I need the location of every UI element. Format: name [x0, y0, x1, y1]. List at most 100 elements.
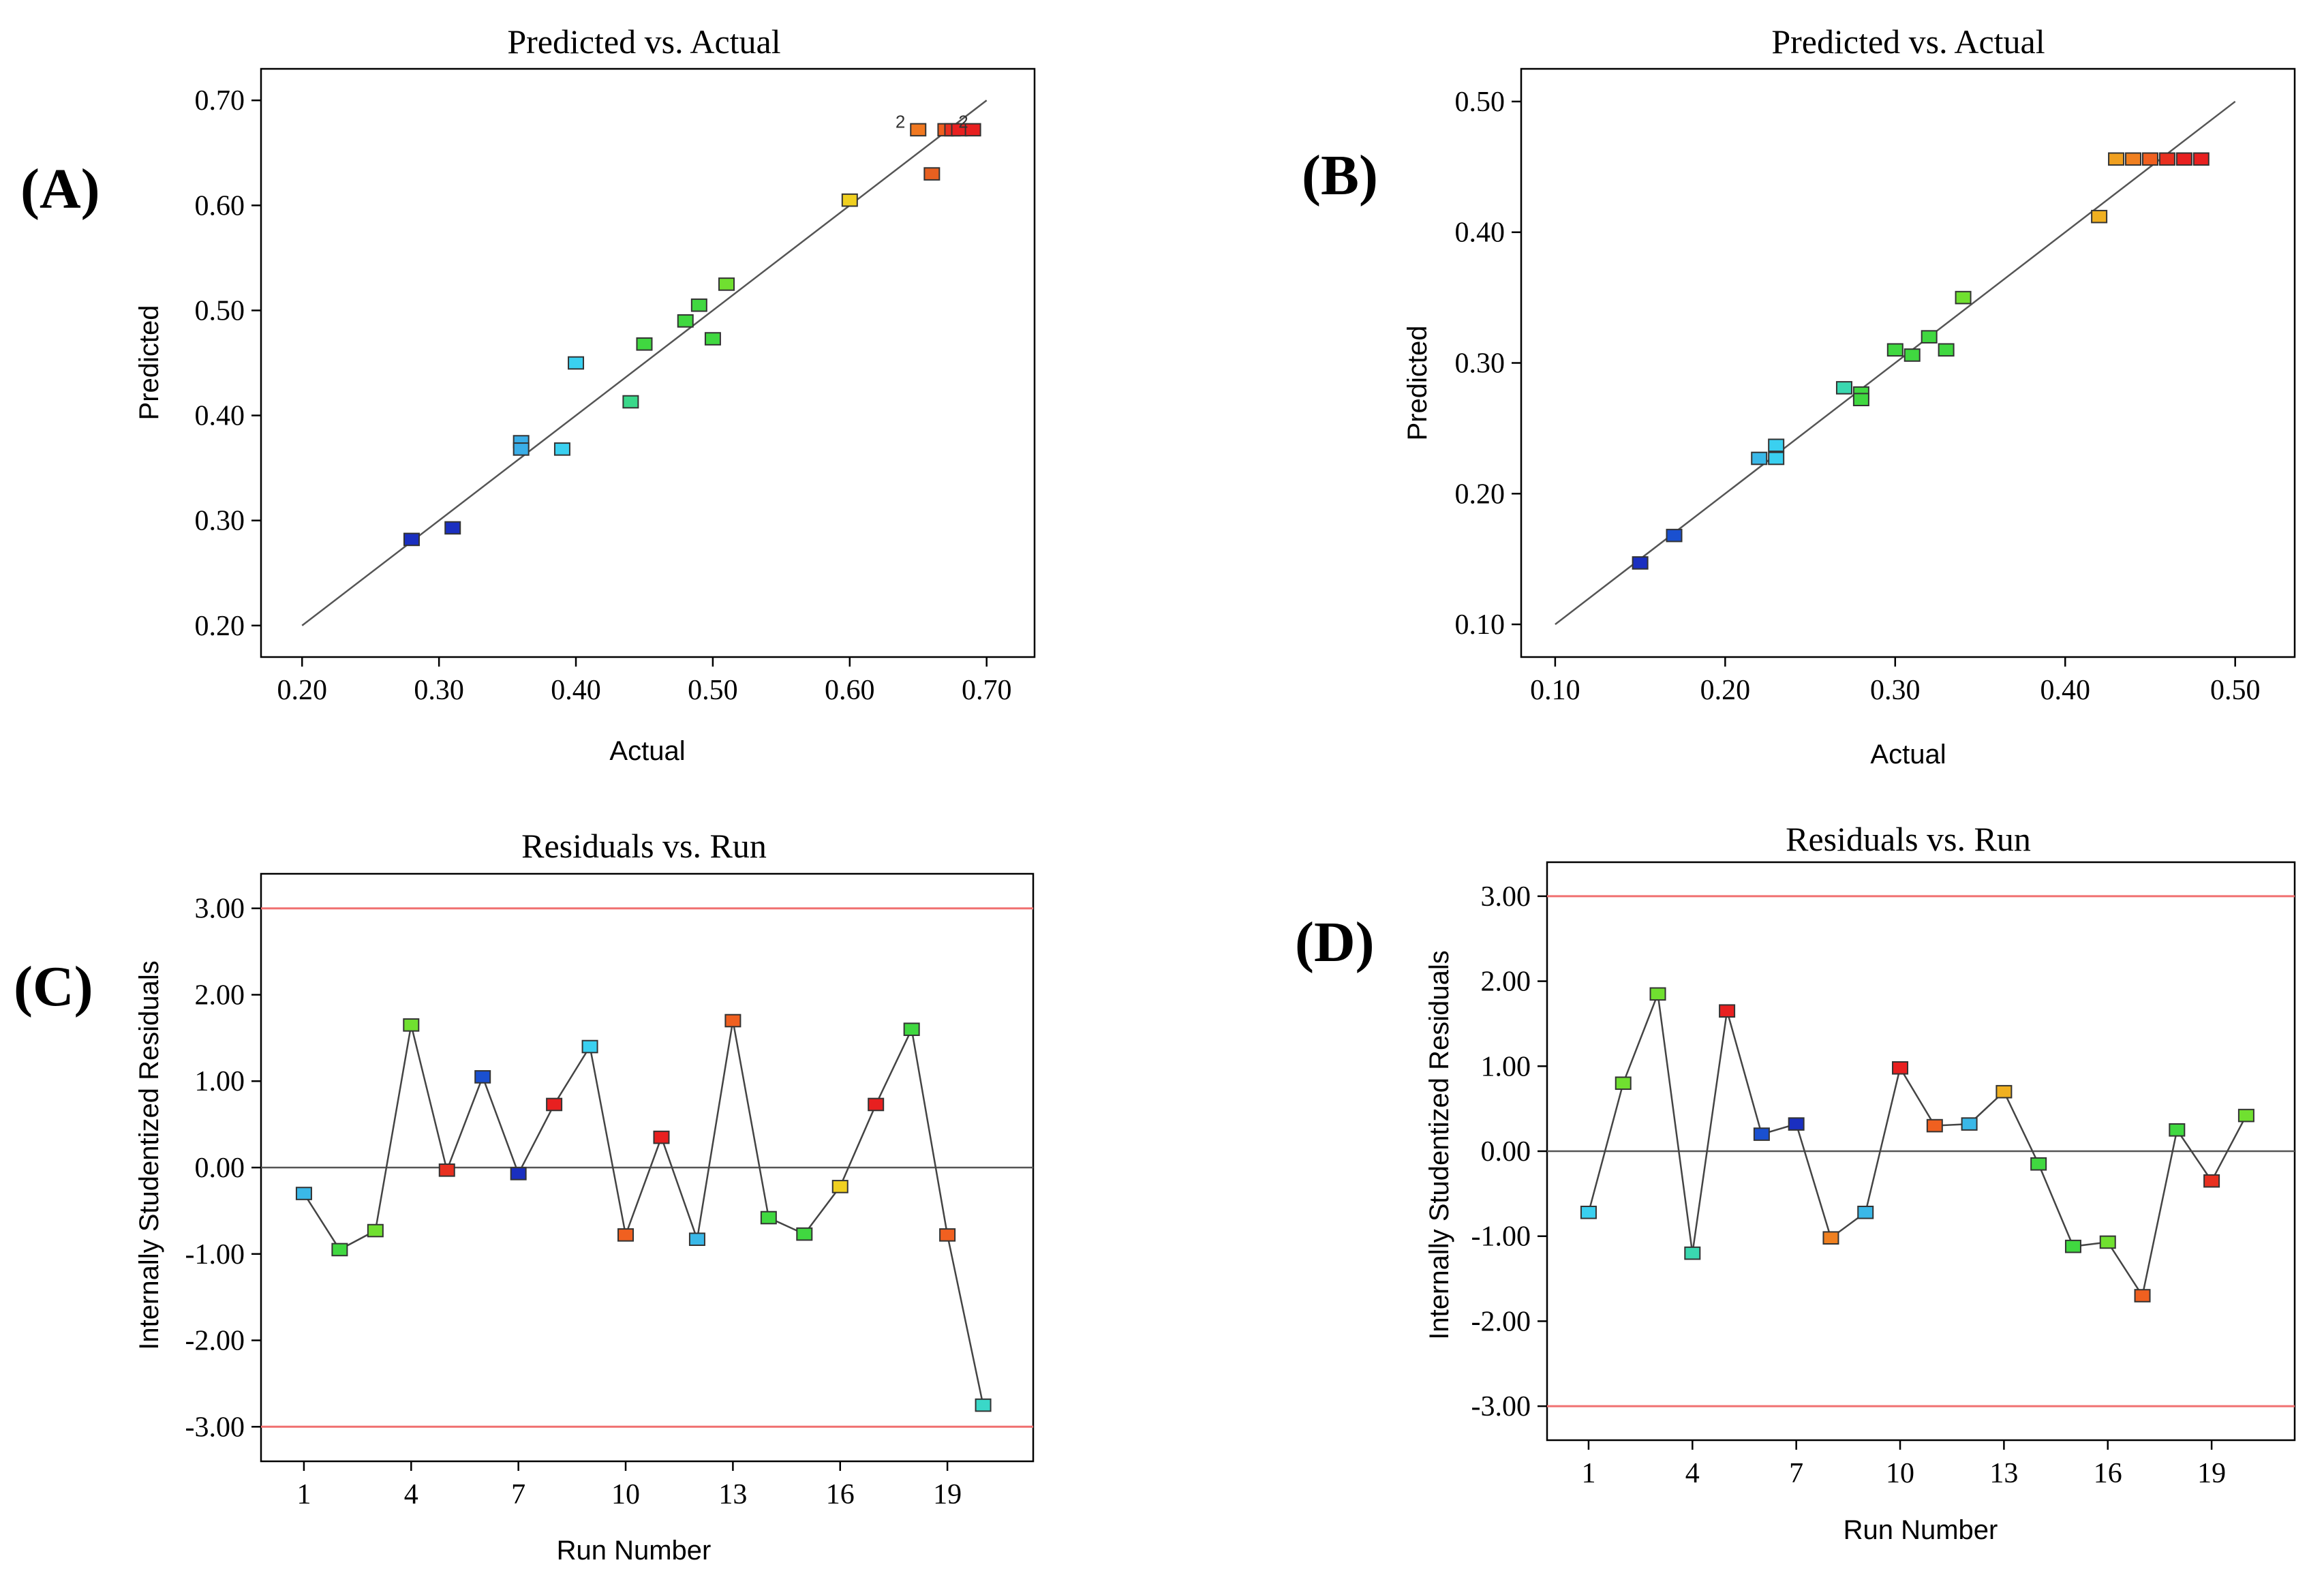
plot-area: 0.10 0.20 0.30 0.40 0.50 0.10 0.20 0.30 0.40 0.50 [1455, 87, 2261, 706]
data-point [331, 1243, 348, 1257]
data-point [2158, 152, 2175, 166]
data-point [2203, 1174, 2220, 1188]
series-line [303, 1020, 984, 1405]
y-axis-label: Predicted [1403, 326, 1433, 441]
y-tick-label: 1.00 [1481, 1051, 1531, 1082]
data-point [718, 277, 735, 291]
data-point [1892, 1061, 1909, 1075]
data-point [1996, 1084, 2013, 1099]
x-tick-label: 0.30 [414, 675, 464, 706]
x-tick-label: 10 [611, 1479, 640, 1510]
data-point [403, 1018, 420, 1032]
x-axis-label: Run Number [557, 1536, 712, 1566]
data-point [2091, 209, 2108, 224]
x-tick-label: 19 [2197, 1458, 2226, 1489]
data-point [724, 1014, 741, 1028]
data-point [1753, 1127, 1770, 1141]
y-tick-label: 2.00 [1481, 966, 1531, 998]
data-point [1938, 343, 1955, 357]
data-point [1857, 1205, 1874, 1219]
panel-a: (A) Predicted vs. Actual 0.20 0.30 0.40 0.5… [20, 22, 1036, 766]
data-point [1580, 1205, 1597, 1219]
data-point [903, 1022, 920, 1036]
data-point [636, 337, 653, 351]
y-tick-label: 0.30 [195, 506, 245, 537]
x-tick-label: 0.10 [1530, 675, 1580, 706]
panel-c: (C) Residuals vs. Run 1 4 7 10 13 16 19 3.00 2.0… [14, 827, 1035, 1566]
chart-title: Predicted vs. Actual [507, 22, 780, 61]
y-tick-label: 2.00 [195, 979, 245, 1011]
data-point [841, 193, 858, 207]
series-line [1587, 993, 2248, 1298]
x-tick-label: 4 [404, 1479, 418, 1510]
data-point [1822, 1231, 1839, 1245]
data-point [2134, 1289, 2151, 1303]
data-point [1666, 528, 1683, 543]
data-point [367, 1223, 384, 1238]
x-axis-label: Actual [609, 736, 685, 766]
data-point [2237, 1108, 2254, 1123]
y-tick-label: -1.00 [1471, 1221, 1531, 1253]
x-tick-label: 7 [1789, 1458, 1803, 1489]
reference-line [1555, 100, 2236, 626]
y-tick-label: 3.00 [1481, 881, 1531, 913]
data-point [1835, 381, 1852, 395]
x-tick-label: 0.40 [551, 675, 601, 706]
chart-title: Predicted vs. Actual [1771, 22, 2045, 61]
x-axis-label: Actual [1870, 740, 1946, 770]
data-point [474, 1070, 491, 1084]
data-point [1768, 451, 1785, 466]
data-point [653, 1130, 670, 1144]
data-point [622, 395, 639, 409]
point-count-label: 2 [896, 111, 905, 132]
y-tick-label: 3.00 [195, 894, 245, 925]
y-tick-label: 0.20 [1455, 478, 1505, 510]
x-tick-label: 16 [2094, 1458, 2122, 1489]
x-tick-label: 0.30 [1870, 675, 1921, 706]
data-point [868, 1097, 885, 1112]
data-point [1926, 1118, 1943, 1133]
data-point [760, 1210, 777, 1225]
data-point [1886, 343, 1903, 357]
x-tick-label: 0.40 [2040, 675, 2090, 706]
y-tick-label: 0.20 [195, 611, 245, 642]
y-tick-label: -3.00 [185, 1412, 245, 1443]
y-tick-label: 0.70 [195, 85, 245, 117]
y-tick-label: 0.10 [1455, 609, 1505, 641]
data-point [581, 1039, 598, 1054]
data-point [2175, 152, 2192, 166]
x-tick-label: 1 [296, 1479, 311, 1510]
data-point [617, 1228, 634, 1242]
panel-label: (C) [14, 955, 93, 1018]
x-tick-label: 19 [933, 1479, 962, 1510]
y-tick-label: -3.00 [1471, 1391, 1531, 1422]
data-point [553, 442, 570, 456]
data-point [2125, 152, 2142, 166]
x-tick-label: 0.20 [1700, 675, 1751, 706]
data-point [677, 314, 694, 328]
data-point [510, 1167, 527, 1180]
data-point [1955, 290, 1972, 305]
plot-area: 1 4 7 10 13 16 19 3.00 2.00 1.00 0.00 -1.00 -2.00 -3.… [1471, 881, 2295, 1489]
y-tick-label: 0.60 [195, 190, 245, 222]
chart-title: Residuals vs. Run [1786, 820, 2031, 858]
data-point [1615, 1076, 1632, 1091]
data-point [1719, 1004, 1736, 1018]
plot-frame [260, 67, 1036, 658]
x-tick-label: 10 [1886, 1458, 1914, 1489]
point-count-label: 2 [958, 111, 968, 132]
data-point [1768, 438, 1785, 453]
x-tick-label: 0.70 [962, 675, 1012, 706]
x-tick-label: 13 [1989, 1458, 2018, 1489]
panel-label: (A) [20, 157, 100, 221]
y-axis-label: Internally Studentized Residuals [1424, 950, 1454, 1339]
data-point [964, 123, 981, 137]
x-tick-label: 13 [718, 1479, 747, 1510]
plot-area: 0.20 0.30 0.40 0.50 0.60 0.70 0.20 0.30 0.40 0.50… [195, 85, 1012, 706]
y-tick-label: 1.00 [195, 1066, 245, 1097]
y-tick-label: 0.40 [195, 401, 245, 432]
y-tick-label: 0.00 [1481, 1136, 1531, 1168]
data-point [939, 1228, 956, 1242]
x-tick-label: 16 [826, 1479, 855, 1510]
y-axis-label: Internally Studentized Residuals [134, 960, 164, 1350]
